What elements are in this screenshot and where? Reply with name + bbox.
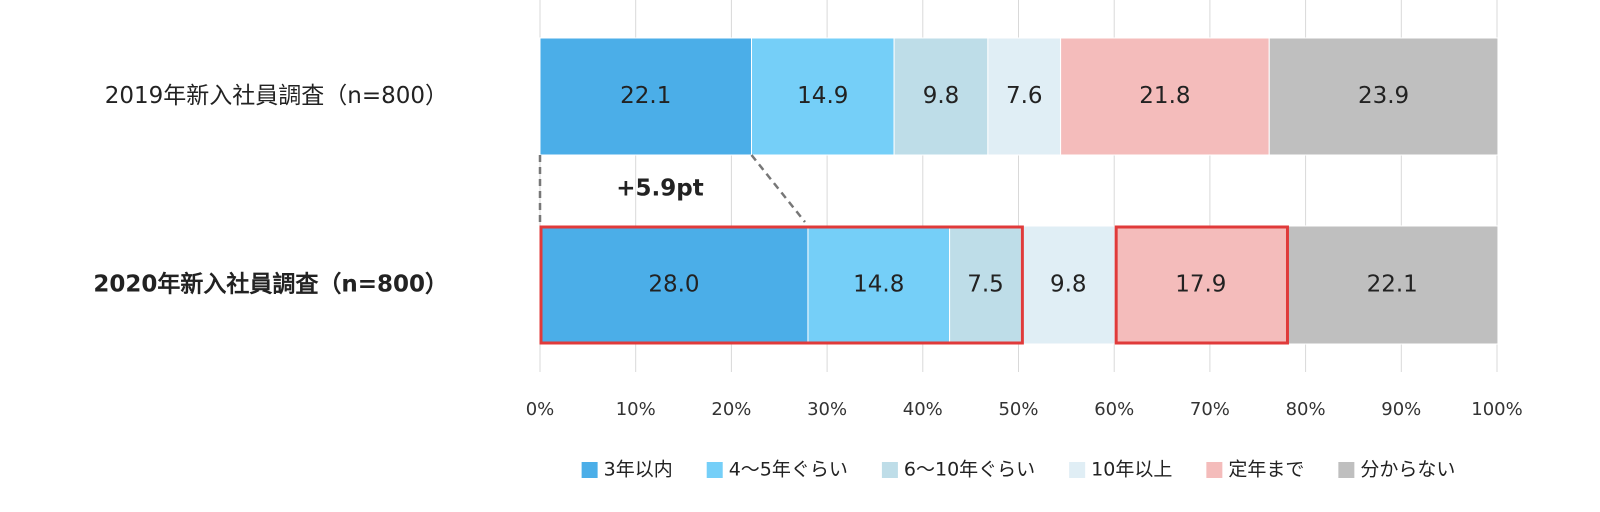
- legend-swatch: [1206, 462, 1223, 478]
- bar-segment: [1285, 225, 1499, 345]
- legend-swatch: [581, 462, 598, 478]
- bar-segment: [1114, 225, 1287, 345]
- value-label: 7.5: [967, 272, 1004, 298]
- value-label: 9.8: [923, 83, 960, 109]
- bar-segment: [1060, 37, 1270, 156]
- x-tick-label: 80%: [1286, 399, 1326, 420]
- bar-segment: [987, 37, 1062, 156]
- legend-swatch: [1069, 462, 1086, 478]
- legend-swatch: [881, 462, 898, 478]
- x-tick-label: 100%: [1471, 399, 1522, 420]
- value-label: 21.8: [1139, 83, 1190, 109]
- legend-label: 3年以内: [604, 459, 673, 481]
- x-tick-label: 40%: [903, 399, 943, 420]
- x-tick-label: 50%: [998, 399, 1038, 420]
- legend-label: 4～5年ぐらい: [729, 459, 848, 481]
- bar-segment: [1020, 225, 1116, 345]
- x-tick-label: 10%: [616, 399, 656, 420]
- value-label: 9.8: [1050, 272, 1087, 298]
- bar-segment: [539, 225, 809, 345]
- legend-label: 定年まで: [1228, 459, 1304, 481]
- value-label: 28.0: [648, 272, 699, 298]
- x-tick-label: 30%: [807, 399, 847, 420]
- value-label: 14.9: [797, 83, 848, 109]
- x-tick-label: 20%: [711, 399, 751, 420]
- annotation: +5.9pt: [616, 176, 703, 202]
- legend-label: 分からない: [1360, 459, 1455, 481]
- legend-label: 10年以上: [1091, 459, 1172, 481]
- category-label: 2020年新入社員調査（n=800）: [93, 271, 448, 298]
- legend-swatch: [706, 462, 723, 478]
- x-tick-label: 0%: [526, 399, 555, 420]
- legend-label: 6～10年ぐらい: [904, 459, 1035, 481]
- bar-segment: [893, 37, 989, 156]
- bar-segment: [539, 37, 752, 156]
- category-label: 2019年新入社員調査（n=800）: [105, 83, 448, 109]
- x-tick-label: 60%: [1094, 399, 1134, 420]
- value-label: 7.6: [1006, 83, 1043, 109]
- x-tick-label: 70%: [1190, 399, 1230, 420]
- bar-segment: [949, 225, 1022, 345]
- connector: [750, 154, 806, 223]
- bar-segment: [1268, 37, 1499, 156]
- x-tick-label: 90%: [1381, 399, 1421, 420]
- legend-swatch: [1338, 462, 1355, 478]
- value-label: 17.9: [1175, 272, 1226, 298]
- bar-segment: [750, 37, 895, 156]
- value-label: 23.9: [1358, 83, 1409, 109]
- value-label: 22.1: [1367, 272, 1418, 298]
- highlight-box: [539, 225, 1024, 345]
- legend: 3年以内 4～5年ぐらい 6～10年ぐらい 10年以上 定年まで 分からない: [581, 459, 1455, 481]
- highlight-box: [1114, 225, 1289, 345]
- value-label: 14.8: [853, 272, 904, 298]
- value-label: 22.1: [620, 83, 671, 109]
